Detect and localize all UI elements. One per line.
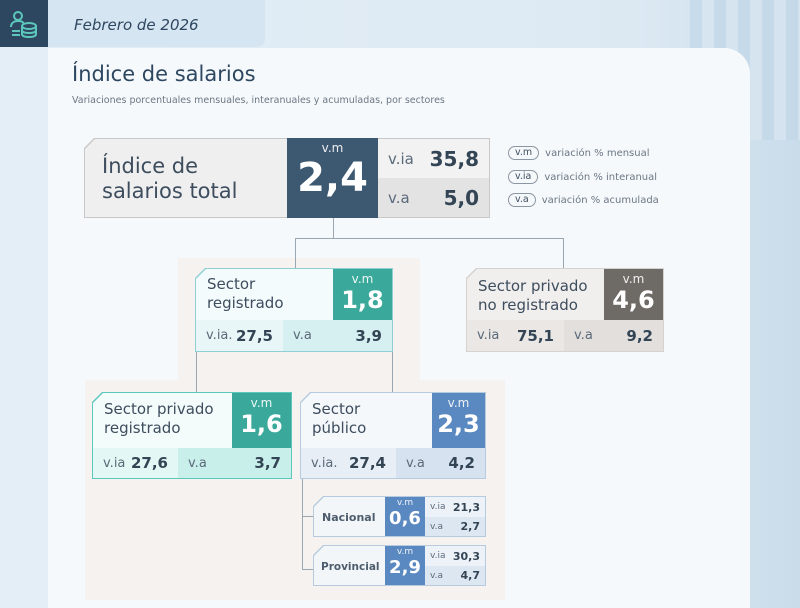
vm-label: v.m: [351, 272, 374, 286]
total-label: Índice de: [102, 154, 199, 178]
legend-abbr: v.m: [508, 146, 540, 160]
legend-item: v.ia variación % interanual: [508, 170, 657, 184]
legend-abbr: v.ia: [508, 170, 539, 184]
vm-label: v.m: [447, 396, 470, 410]
via-value: 27,5: [235, 326, 273, 345]
provincial-public-sector-box: Provincial v.m 2,9 v.ia 30,3 v.a 4,7: [313, 545, 486, 586]
va-label: v.a: [293, 328, 312, 343]
sector-label: Sector: [207, 275, 256, 293]
sector-label: Sector privado: [478, 277, 588, 295]
connector: [295, 238, 296, 268]
page-subtitle: Variaciones porcentuales mensuales, inte…: [72, 95, 445, 106]
va-label: v.a: [188, 455, 207, 471]
total-via-value: 35,8: [429, 146, 479, 171]
national-public-sector-box: Nacional v.m 0,6 v.ia 21,3 v.a 2,7: [313, 496, 486, 537]
connector: [196, 352, 197, 392]
via-label: v.ia: [477, 328, 500, 343]
vm-label: v.m: [396, 498, 414, 508]
via-label: v.ia.: [311, 455, 338, 471]
sector-label: registrado: [207, 294, 284, 312]
va-value: 4,2: [448, 454, 475, 472]
legend-item: v.a variación % acumulada: [508, 193, 659, 207]
via-value: 21,3: [452, 500, 480, 514]
connector: [392, 352, 393, 392]
subsector-label: Nacional: [322, 511, 376, 524]
connector: [302, 479, 303, 570]
total-va-value: 5,0: [443, 185, 479, 210]
sector-label: público: [312, 419, 367, 437]
via-value: 27,6: [130, 454, 168, 472]
vm-label: v.m: [396, 547, 414, 557]
legend-abbr: v.a: [508, 193, 536, 207]
legend-text: variación % mensual: [545, 147, 650, 159]
coins-people-icon: [10, 10, 37, 38]
legend-item: v.m variación % mensual: [508, 146, 650, 160]
logo: [0, 0, 48, 47]
vm-label: v.m: [622, 272, 645, 286]
via-value: 75,1: [516, 326, 554, 345]
page-title: Índice de salarios: [72, 62, 256, 86]
sector-label: Sector: [312, 400, 361, 418]
va-label: v.a: [406, 455, 425, 471]
va-value: 3,9: [355, 326, 382, 345]
vm-label: v.m: [321, 141, 344, 155]
connector: [302, 516, 313, 517]
connector: [333, 218, 334, 238]
sector-label: no registrado: [478, 296, 578, 314]
subsector-label: Provincial: [321, 561, 380, 573]
connector: [295, 238, 563, 239]
vm-value: 0,6: [389, 508, 421, 529]
via-label: v.ia: [103, 455, 126, 471]
connector: [302, 569, 313, 570]
connector: [563, 238, 564, 268]
total-index-box: Índice de salarios total v.m 2,4 v.ia 35,8 …: [84, 138, 490, 218]
vm-value: 4,6: [612, 286, 655, 314]
unregistered-private-sector-box: Sector privado no registrado v.m 4,6 v.ia 7…: [466, 268, 664, 352]
va-value: 9,2: [626, 326, 653, 345]
via-value: 27,4: [348, 454, 386, 472]
va-label: v.a: [388, 188, 410, 207]
va-value: 4,7: [460, 569, 481, 582]
total-label: salarios total: [102, 179, 238, 203]
vm-value: 2,9: [389, 557, 421, 578]
total-vm-value: 2,4: [297, 155, 368, 201]
vm-value: 2,3: [437, 410, 480, 438]
public-sector-box: Sector público v.m 2,3 v.ia. 27,4 v.a 4,2: [300, 392, 486, 479]
va-label: v.a: [430, 570, 444, 581]
via-label: v.ia: [388, 149, 414, 168]
legend-text: variación % interanual: [544, 171, 658, 183]
va-label: v.a: [430, 521, 444, 532]
via-label: v.ia.: [206, 328, 233, 343]
via-label: v.ia: [430, 551, 446, 561]
vm-value: 1,8: [341, 286, 384, 314]
sector-label: registrado: [104, 419, 181, 437]
registered-sector-box: Sector registrado v.m 1,8 v.ia. 27,5 v.a 3,9: [195, 268, 393, 352]
sector-label: Sector privado: [104, 400, 214, 418]
va-value: 2,7: [460, 520, 481, 533]
via-value: 30,3: [452, 549, 480, 563]
va-value: 3,7: [254, 454, 281, 472]
via-label: v.ia: [430, 502, 446, 512]
registered-private-sector-box: Sector privado registrado v.m 1,6 v.ia 27,6…: [92, 392, 292, 479]
date-tab: Febrero de 2026: [48, 0, 265, 47]
vm-value: 1,6: [240, 410, 283, 438]
vm-label: v.m: [250, 396, 273, 410]
legend-text: variación % acumulada: [541, 194, 659, 206]
va-label: v.a: [574, 328, 593, 343]
